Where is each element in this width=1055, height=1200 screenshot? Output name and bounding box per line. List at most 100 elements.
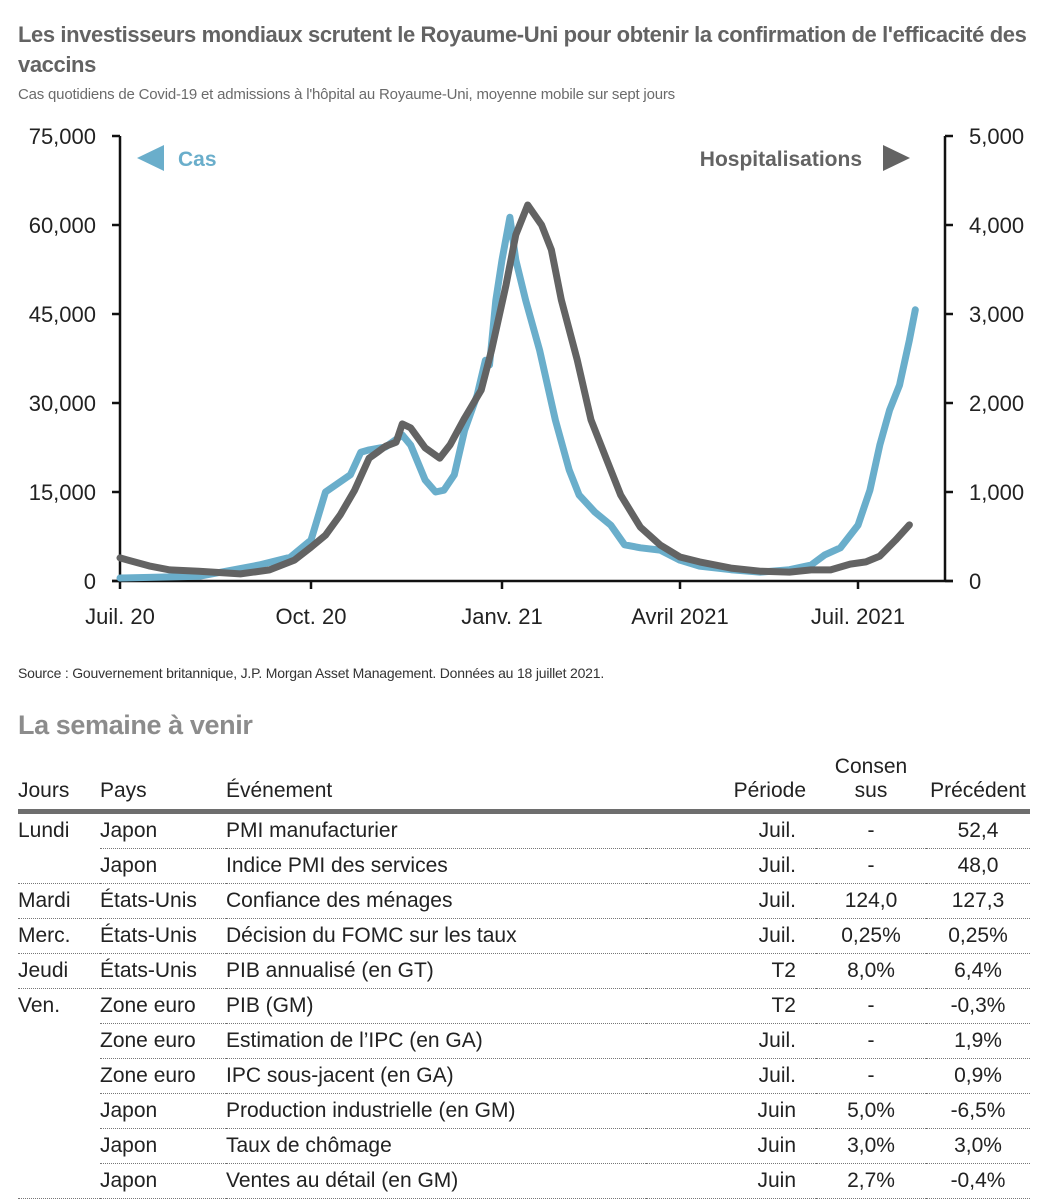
x-tick-label: Janv. 21 (461, 604, 543, 629)
cell-consensus: 5,0% (816, 1093, 926, 1129)
cell-jour (18, 848, 100, 884)
calendar-row: Japon Taux de chômage Juin 3,0% 3,0% (18, 1128, 1030, 1164)
chart-title: Les investisseurs mondiaux scrutent le R… (18, 22, 1027, 77)
calendar-row: Zone euro IPC sous-jacent (en GA) Juil. -0,… (18, 1058, 1030, 1094)
cell-periode: Juil. (646, 1058, 816, 1094)
cell-evenement: Estimation de l’IPC (en GA) (226, 1023, 646, 1059)
chart-lines (116, 201, 919, 582)
header-evenement: Événement (226, 779, 333, 802)
cell-precedent: 0,25% (926, 918, 1030, 954)
left-tick-label: 30,000 (29, 391, 96, 416)
right-tick-label: 2,000 (969, 391, 1024, 416)
right-tick-label: 1,000 (969, 480, 1024, 505)
cell-precedent: 1,9% (926, 1023, 1030, 1059)
cell-consensus: - (816, 1023, 926, 1059)
cell-precedent: 52,4 (926, 811, 1030, 849)
left-tick-label: 15,000 (29, 480, 96, 505)
header-pays: Pays (100, 779, 147, 802)
chart-axes: 0 15,000 30,000 45,000 60,000 75,000 0 1,000 2,0… (29, 124, 1024, 629)
series-line-cas (116, 213, 919, 582)
cell-periode: Juil. (646, 883, 816, 919)
cell-periode: Juil. (646, 848, 816, 884)
cell-periode: Juin (646, 1093, 816, 1129)
left-tick-label: 75,000 (29, 124, 96, 149)
chart-legend: Cas Hospitalisations (137, 145, 910, 171)
calendar-row: Japon Production industrielle (en GM) Juin… (18, 1093, 1030, 1129)
cell-consensus: 0,25% (816, 918, 926, 954)
cell-evenement: PMI manufacturier (226, 811, 646, 849)
cell-pays: États-Unis (100, 918, 226, 954)
header-consensus-line1: Consen (834, 755, 908, 778)
x-tick-label: Juil. 2021 (811, 604, 905, 629)
cell-precedent: 6,4% (926, 953, 1030, 989)
covid-chart: 0 15,000 30,000 45,000 60,000 75,000 0 1,000 2,0… (29, 124, 1024, 629)
cell-jour: Merc. (18, 918, 100, 954)
header-periode: Période (733, 779, 806, 802)
cell-pays: Japon (100, 1163, 226, 1199)
cell-pays: Japon (100, 1128, 226, 1164)
cell-jour (18, 1094, 100, 1129)
legend-hospitalisations: Hospitalisations (700, 148, 862, 171)
cell-precedent: 48,0 (926, 848, 1030, 884)
cell-pays: Zone euro (100, 1023, 226, 1059)
cell-precedent: -6,5% (926, 1093, 1030, 1129)
right-tick-label: 4,000 (969, 213, 1024, 238)
calendar-row: Japon Ventes au détail (en GM) Juin 2,7% -0,… (18, 1163, 1030, 1199)
cell-jour: Jeudi (18, 953, 100, 989)
cell-pays: Zone euro (100, 1058, 226, 1094)
source-note: Source : Gouvernement britannique, J.P. … (18, 665, 605, 681)
cell-periode: Juin (646, 1128, 816, 1164)
header-jours: Jours (18, 779, 70, 802)
series-line-hospitalisations (116, 201, 913, 578)
cell-evenement: Décision du FOMC sur les taux (226, 918, 646, 954)
x-tick-label: Avril 2021 (631, 604, 728, 629)
cell-consensus: - (816, 848, 926, 884)
calendar-row: Zone euro Estimation de l’IPC (en GA) Juil… (18, 1023, 1030, 1059)
cell-periode: Juil. (646, 918, 816, 954)
cell-consensus: 2,7% (816, 1163, 926, 1199)
cell-pays: États-Unis (100, 953, 226, 989)
cell-pays: Japon (100, 848, 226, 884)
arrow-right-icon (883, 145, 910, 171)
cell-periode: Juin (646, 1163, 816, 1199)
cell-pays: Japon (100, 1093, 226, 1129)
cell-periode: Juil. (646, 811, 816, 849)
header-consensus-line2: sus (854, 779, 888, 802)
calendar-row: Merc. États-Unis Décision du FOMC sur les … (18, 918, 1030, 954)
cell-jour (18, 1059, 100, 1094)
cell-evenement: Indice PMI des services (226, 848, 646, 884)
right-tick-label: 3,000 (969, 302, 1024, 327)
header-precedent: Précédent (930, 779, 1026, 802)
left-tick-label: 0 (84, 569, 96, 594)
cell-evenement: PIB (GM) (226, 988, 646, 1024)
calendar-row: Japon Indice PMI des services Juil. -48,0 (18, 848, 1030, 884)
left-tick-label: 45,000 (29, 302, 96, 327)
cell-precedent: 127,3 (926, 883, 1030, 919)
right-tick-label: 0 (969, 569, 981, 594)
cell-pays: Zone euro (100, 988, 226, 1024)
cell-consensus: 3,0% (816, 1128, 926, 1164)
calendar-row: Lundi Japon PMI manufacturier Juil. -52,4 (18, 811, 1030, 849)
chart-subtitle: Cas quotidiens de Covid-19 et admissions… (18, 86, 675, 103)
calendar-row: Mardi États-Unis Confiance des ménages Juil… (18, 883, 1030, 919)
x-tick-label: Oct. 20 (276, 604, 347, 629)
legend-cas: Cas (178, 148, 217, 171)
cell-consensus: 8,0% (816, 953, 926, 989)
cell-evenement: PIB annualisé (en GT) (226, 953, 646, 989)
cell-jour: Mardi (18, 883, 100, 919)
cell-evenement: Production industrielle (en GM) (226, 1093, 646, 1129)
cell-evenement: Ventes au détail (en GM) (226, 1163, 646, 1199)
calendar-row: Jeudi États-Unis PIB annualisé (en GT) T2 8,… (18, 953, 1030, 989)
calendar-title: La semaine à venir (18, 710, 253, 740)
cell-jour (18, 1163, 100, 1199)
cell-evenement: Taux de chômage (226, 1128, 646, 1164)
cell-consensus: - (816, 988, 926, 1024)
cell-pays: États-Unis (100, 883, 226, 919)
cell-precedent: -0,4% (926, 1163, 1030, 1199)
cell-pays: Japon (100, 811, 226, 849)
x-tick-label: Juil. 20 (85, 604, 155, 629)
arrow-left-icon (137, 145, 164, 171)
calendar-body: Lundi Japon PMI manufacturier Juil. -52,4 Jap… (18, 811, 1030, 1199)
right-tick-label: 5,000 (969, 124, 1024, 149)
cell-consensus: - (816, 811, 926, 849)
